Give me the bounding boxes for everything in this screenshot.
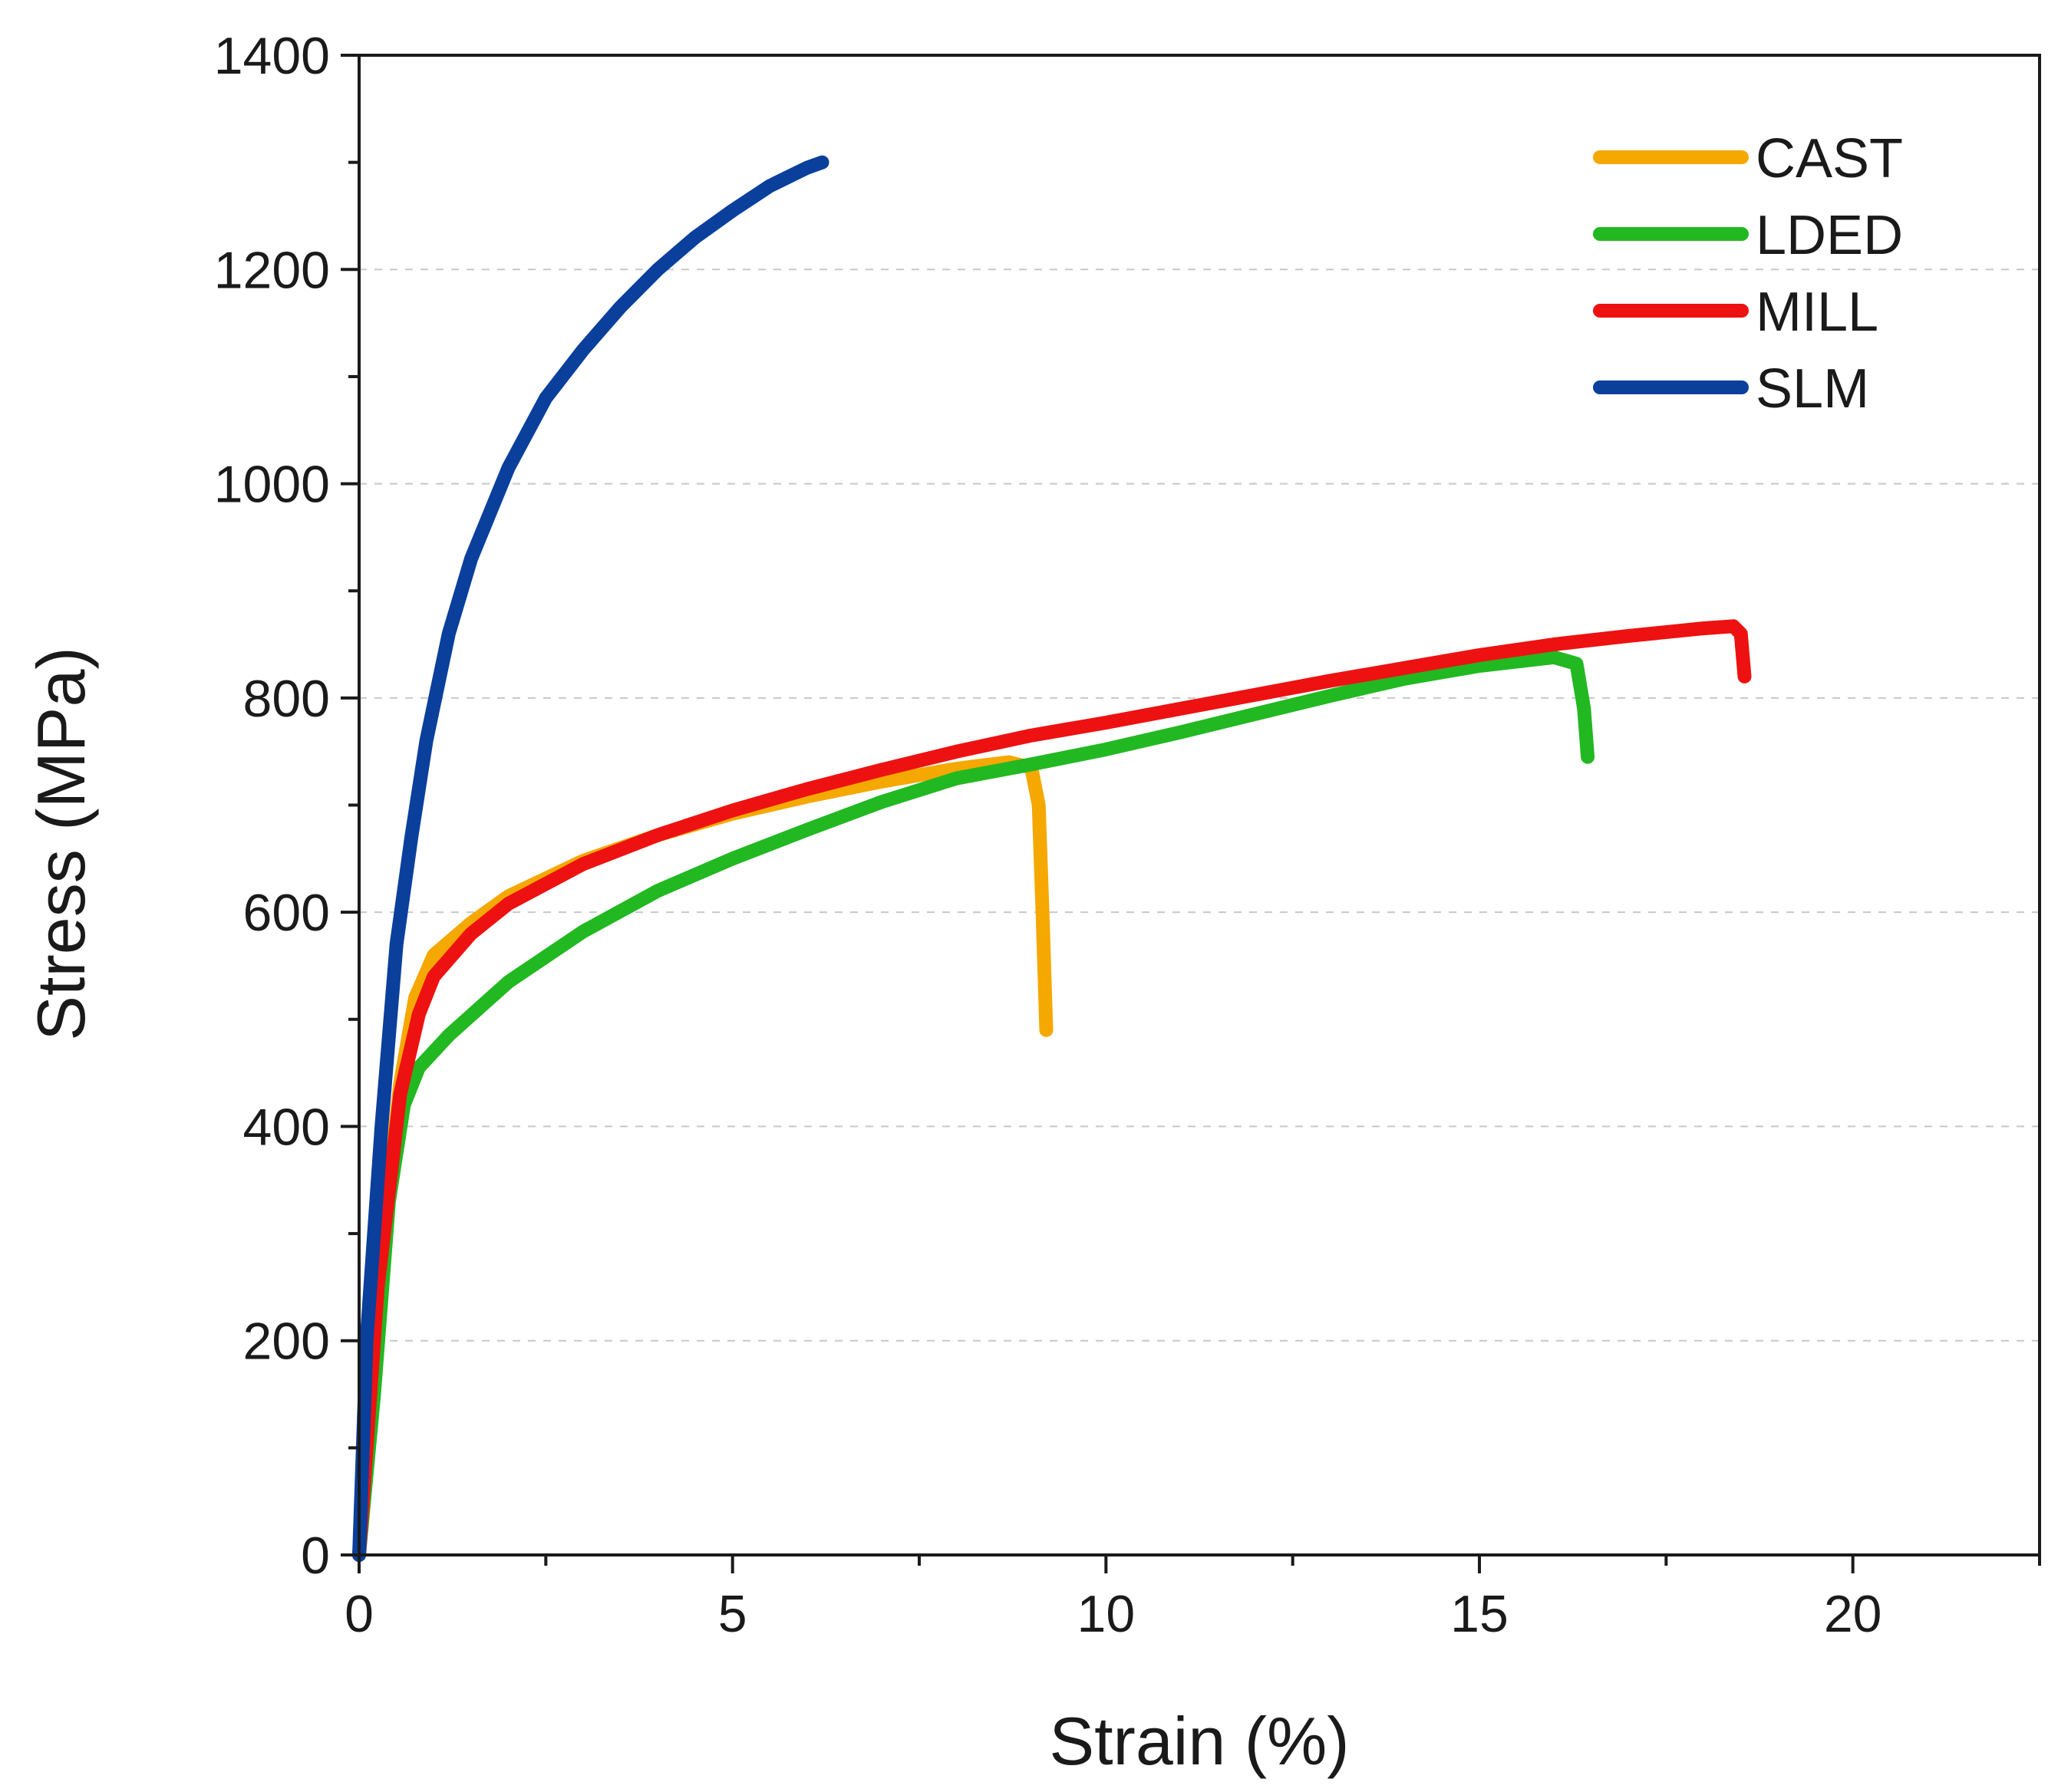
axis-ticks (341, 54, 2041, 1573)
legend-label-slm: SLM (1756, 358, 1869, 420)
tick-labels: 0 200 400 600 800 1000 1200 1400 0 5 10 15 20 (214, 27, 1882, 1643)
y-tick-label: 1200 (214, 241, 330, 299)
legend-label-cast: CAST (1756, 128, 1903, 189)
y-tick-label: 800 (243, 670, 330, 728)
x-tick-label: 10 (1077, 1585, 1136, 1643)
legend-label-mill: MILL (1756, 282, 1878, 343)
y-tick-label: 400 (243, 1098, 330, 1156)
x-tick-label: 5 (718, 1585, 747, 1643)
y-tick-label: 0 (301, 1527, 330, 1585)
legend: CAST LDED MILL SLM (1593, 128, 1903, 420)
y-tick-label: 600 (243, 884, 330, 942)
series-line-cast (352, 755, 1054, 1562)
series-lines (352, 155, 1752, 1562)
plot-frame (358, 54, 2041, 1556)
grid-lines (359, 268, 2040, 1342)
y-tick-label: 1000 (214, 456, 330, 514)
x-tick-label: 15 (1450, 1585, 1509, 1643)
legend-label-lded: LDED (1756, 205, 1903, 266)
y-tick-label: 1400 (214, 27, 330, 85)
x-tick-label: 20 (1824, 1585, 1882, 1643)
x-tick-label: 0 (345, 1585, 374, 1643)
axes (358, 54, 2041, 1556)
y-tick-label: 200 (243, 1313, 330, 1371)
series-line-lded (352, 650, 1595, 1562)
series-line-slm (352, 155, 829, 1562)
y-axis-title: Stress (MPa) (23, 647, 99, 1040)
x-axis-title: Strain (%) (1049, 1703, 1349, 1779)
series-line-mill (352, 619, 1752, 1562)
